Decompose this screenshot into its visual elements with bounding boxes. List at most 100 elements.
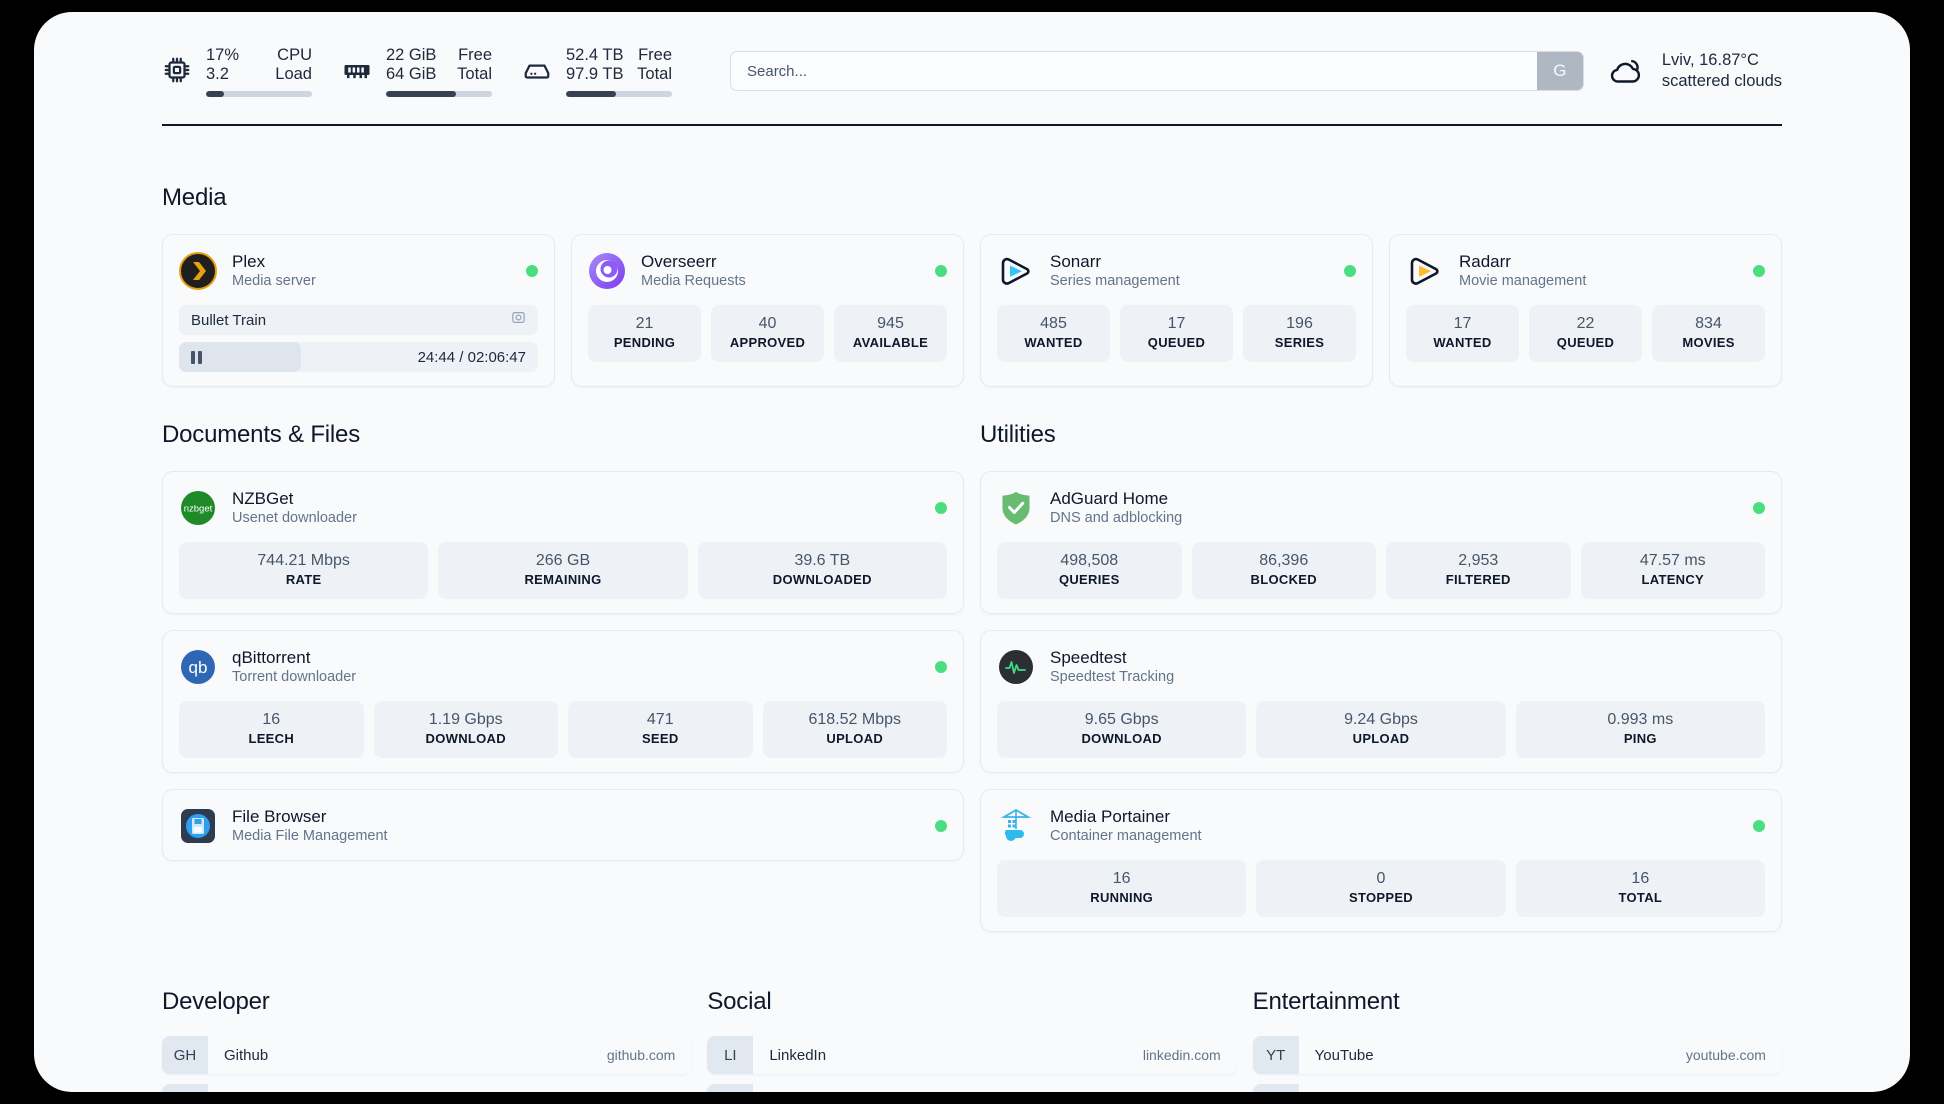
nzbget-name: NZBGet	[232, 489, 294, 508]
bookmark-name: Netflix	[1299, 1084, 1699, 1092]
bookmark-name: LinkedIn	[769, 1046, 827, 1064]
qbittorrent-icon: qb	[179, 648, 217, 686]
stat-box: 16 TOTAL	[1515, 860, 1765, 917]
plex-now-playing-bar: Bullet Train	[179, 305, 538, 335]
stat-value: 485	[1040, 315, 1067, 332]
service-card-adguard[interactable]: AdGuard Home DNS and adblocking 498,508 …	[980, 471, 1782, 614]
ram-icon	[342, 55, 372, 85]
stat-value: 22	[1576, 315, 1595, 332]
bookmark-item[interactable]: SO StackOverflow stackoverflow.com	[162, 1084, 692, 1092]
portainer-desc: Container management	[1050, 828, 1202, 844]
nzbget-desc: Usenet downloader	[232, 510, 357, 526]
stat-box: 945 AVAILABLE	[834, 305, 947, 362]
stat-value: 1.19 Gbps	[428, 711, 503, 728]
stat-value: 86,396	[1259, 552, 1309, 569]
bookmark-item[interactable]: YT YouTube youtube.com	[1252, 1036, 1782, 1074]
stat-value: 834	[1695, 315, 1722, 332]
stat-value: 16	[1631, 870, 1650, 887]
bookmark-name: StackOverflow	[208, 1084, 561, 1092]
service-card-speedtest[interactable]: Speedtest Speedtest Tracking 9.65 Gbps D…	[980, 630, 1782, 773]
scattered-clouds-icon	[1606, 54, 1648, 88]
cpu-usage-label: CPU	[277, 45, 312, 64]
weather-location-temp: Lviv, 16.87°C	[1661, 51, 1759, 69]
portainer-icon	[997, 807, 1035, 845]
media-section: Media Plex Media server	[162, 184, 1782, 387]
service-card-qbittorrent[interactable]: qb qBittorrent Torrent downloader 16 LEE…	[162, 630, 964, 773]
stat-value: 39.6 TB	[794, 552, 851, 569]
filebrowser-status-dot	[935, 820, 947, 832]
utilities-section: Utilities AdGuard Home DNS and adblockin…	[980, 421, 1782, 948]
qbittorrent-desc: Torrent downloader	[232, 669, 357, 685]
plex-now-playing-title: Bullet Train	[191, 311, 267, 329]
section-title-utilities: Utilities	[980, 421, 1056, 448]
bookmark-group-title: Developer	[162, 988, 270, 1015]
stat-box: 834 MOVIES	[1652, 305, 1765, 362]
plex-progress-bar[interactable]: 24:44 / 02:06:47	[179, 342, 538, 372]
bookmark-abbr: NF	[1252, 1084, 1299, 1092]
stat-label: QUEUED	[1147, 335, 1206, 350]
bookmark-url: twitter.com	[1154, 1084, 1237, 1092]
stat-label: WANTED	[1024, 335, 1083, 350]
stat-value: 16	[1112, 870, 1131, 887]
stat-value: 40	[758, 315, 777, 332]
filebrowser-desc: Media File Management	[232, 828, 388, 844]
plex-settings-icon[interactable]	[511, 310, 526, 330]
bookmark-url: github.com	[606, 1047, 676, 1063]
search-input[interactable]	[731, 52, 1537, 90]
bookmark-group-title: Entertainment	[1252, 988, 1400, 1015]
service-card-sonarr[interactable]: Sonarr Series management 485 WANTED 17 Q…	[980, 234, 1373, 387]
bookmark-item[interactable]: LI LinkedIn linkedin.com	[707, 1036, 1237, 1074]
stat-label: TOTAL	[1618, 890, 1663, 905]
speedtest-name: Speedtest	[1050, 648, 1127, 667]
stat-value: 266 GB	[535, 552, 591, 569]
plex-pause-icon[interactable]	[191, 350, 202, 364]
service-card-plex[interactable]: Plex Media server Bullet Train	[162, 234, 555, 387]
bookmark-group-developer: Developer GH Github github.com SO StackO…	[162, 988, 692, 1092]
stat-value: 9.65 Gbps	[1084, 711, 1159, 728]
header-stat-memory: 22 GiB Free 64 GiB Total	[342, 46, 492, 97]
stat-box: 485 WANTED	[997, 305, 1110, 362]
service-card-nzbget[interactable]: nzbget NZBGet Usenet downloader 744.21 M…	[162, 471, 964, 614]
sonarr-icon	[997, 252, 1035, 290]
service-card-filebrowser[interactable]: File Browser Media File Management	[162, 789, 964, 861]
storage-free-value: 52.4 TB	[566, 45, 624, 64]
dashboard-page: 17% CPU 3.2 Load	[34, 12, 1910, 1092]
stat-box: 1.19 Gbps DOWNLOAD	[373, 701, 558, 758]
nzbget-status-dot	[935, 502, 947, 514]
stat-label: LATENCY	[1641, 572, 1705, 587]
stat-label: RUNNING	[1090, 890, 1154, 905]
stat-label: QUEUED	[1556, 335, 1615, 350]
section-title-documents: Documents & Files	[162, 421, 360, 448]
service-card-radarr[interactable]: Radarr Movie management 17 WANTED 22 QUE…	[1389, 234, 1782, 387]
memory-free-label: Free	[458, 45, 492, 64]
stat-box: 0.993 ms PING	[1515, 701, 1765, 758]
service-card-overseerr[interactable]: Overseerr Media Requests 21 PENDING 40 A…	[571, 234, 964, 387]
stat-label: PING	[1623, 731, 1657, 746]
stat-label: APPROVED	[729, 335, 806, 350]
weather-widget[interactable]: Lviv, 16.87°C scattered clouds	[1606, 50, 1782, 92]
speedtest-desc: Speedtest Tracking	[1050, 669, 1175, 685]
memory-total-label: Total	[457, 64, 492, 83]
stat-label: FILTERED	[1445, 572, 1511, 587]
adguard-status-dot	[1753, 502, 1765, 514]
service-card-portainer[interactable]: Media Portainer Container management 16 …	[980, 789, 1782, 932]
search-bar[interactable]: G	[730, 51, 1584, 91]
stat-label: RATE	[285, 572, 322, 587]
stat-label: SERIES	[1274, 335, 1325, 350]
bookmark-url: netflix.com	[1699, 1084, 1782, 1092]
bookmark-item[interactable]: TW Twitter twitter.com	[707, 1084, 1237, 1092]
disk-icon	[522, 55, 552, 85]
bookmark-item[interactable]: NF Netflix netflix.com	[1252, 1084, 1782, 1092]
bookmark-item[interactable]: GH Github github.com	[162, 1036, 692, 1074]
memory-free-value: 22 GiB	[386, 45, 437, 64]
bookmark-name: Twitter	[753, 1084, 1153, 1092]
bookmark-url: stackoverflow.com	[561, 1084, 691, 1092]
stat-box: 21 PENDING	[588, 305, 701, 362]
stat-box: 22 QUEUED	[1529, 305, 1642, 362]
storage-total-label: Total	[637, 64, 672, 83]
bookmark-group-social: Social LI LinkedIn linkedin.com TW Twitt…	[707, 988, 1237, 1092]
overseerr-name: Overseerr	[641, 252, 717, 271]
search-provider-button[interactable]: G	[1536, 52, 1583, 90]
bookmark-abbr: GH	[162, 1036, 208, 1074]
plex-desc: Media server	[232, 273, 316, 289]
